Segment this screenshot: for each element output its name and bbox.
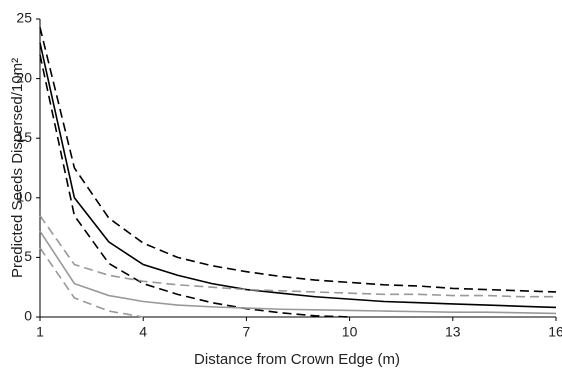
x-tick-label: 16 bbox=[548, 324, 562, 340]
series-line bbox=[39, 42, 557, 309]
series-line bbox=[39, 215, 556, 298]
y-axis-label: Predicted Seeds Dispersed/10m² bbox=[9, 58, 26, 278]
y-tick-label: 10 bbox=[16, 189, 32, 205]
series-line bbox=[39, 247, 144, 318]
y-tick-label: 25 bbox=[16, 10, 32, 26]
series-line bbox=[39, 54, 350, 318]
y-tick-label: 15 bbox=[16, 129, 32, 145]
series-line bbox=[39, 27, 557, 293]
x-axis-label: Distance from Crown Edge (m) bbox=[194, 351, 400, 368]
y-tick-label: 5 bbox=[24, 248, 32, 264]
series-line bbox=[39, 230, 557, 315]
y-tick-label: 20 bbox=[16, 69, 32, 85]
x-tick-label: 7 bbox=[243, 324, 251, 340]
y-tick-label: 0 bbox=[24, 308, 32, 324]
x-tick-label: 10 bbox=[342, 324, 358, 340]
x-tick-label: 1 bbox=[36, 324, 44, 340]
x-tick-label: 4 bbox=[139, 324, 147, 340]
x-tick-label: 13 bbox=[445, 324, 461, 340]
